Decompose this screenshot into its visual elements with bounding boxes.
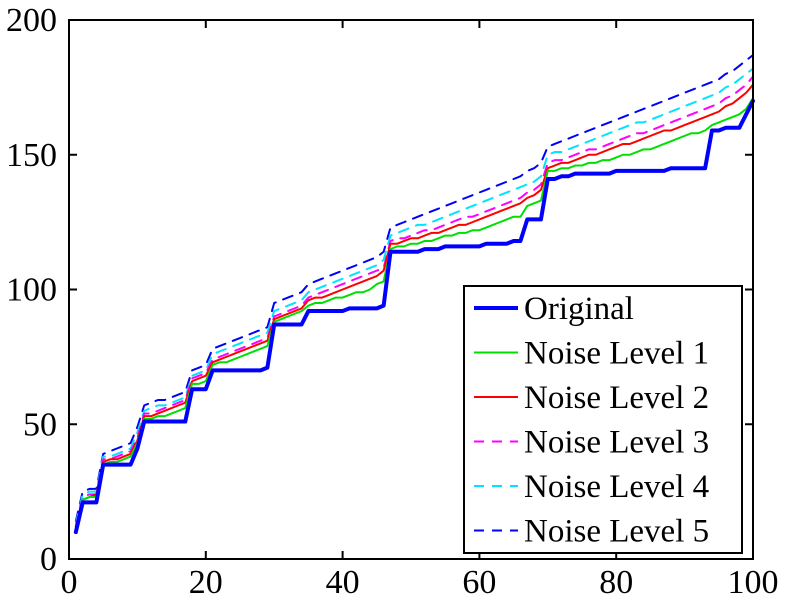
plot-frame — [68, 19, 754, 560]
legend-label-noise-level-1: Noise Level 1 — [524, 336, 709, 372]
y-tick-label-150: 150 — [6, 137, 57, 174]
series-layer — [73, 54, 755, 535]
y-tick-label-50: 50 — [23, 406, 57, 443]
x-tick-label-20: 20 — [189, 564, 223, 601]
series-line-noise-level-5 — [74, 54, 754, 523]
y-tick-label-200: 200 — [6, 2, 57, 39]
series-line-noise-level-2 — [74, 83, 754, 528]
legend: Original Noise Level 1 Noise Level 2 Noise … — [463, 285, 743, 554]
legend-box — [463, 285, 743, 554]
x-tick-label-80: 80 — [599, 564, 633, 601]
x-tick-label-40: 40 — [326, 564, 360, 601]
y-tick-label-100: 100 — [6, 272, 57, 309]
legend-label-noise-level-5: Noise Level 5 — [524, 514, 709, 550]
legend-label-noise-level-4: Noise Level 4 — [524, 469, 709, 505]
y-tick-label-0: 0 — [40, 541, 57, 578]
legend-label-noise-level-3: Noise Level 3 — [524, 425, 709, 461]
x-tick-label-60: 60 — [462, 564, 496, 601]
legend-label-noise-level-2: Noise Level 2 — [524, 380, 709, 416]
x-tick-label-100: 100 — [728, 564, 779, 601]
x-tick-label-0: 0 — [61, 564, 78, 601]
tick-label-layer: 0 20 40 60 80 100 0 50 100 150 200 — [6, 2, 779, 601]
legend-label-original: Original — [524, 291, 634, 327]
series-line-original — [73, 98, 755, 535]
